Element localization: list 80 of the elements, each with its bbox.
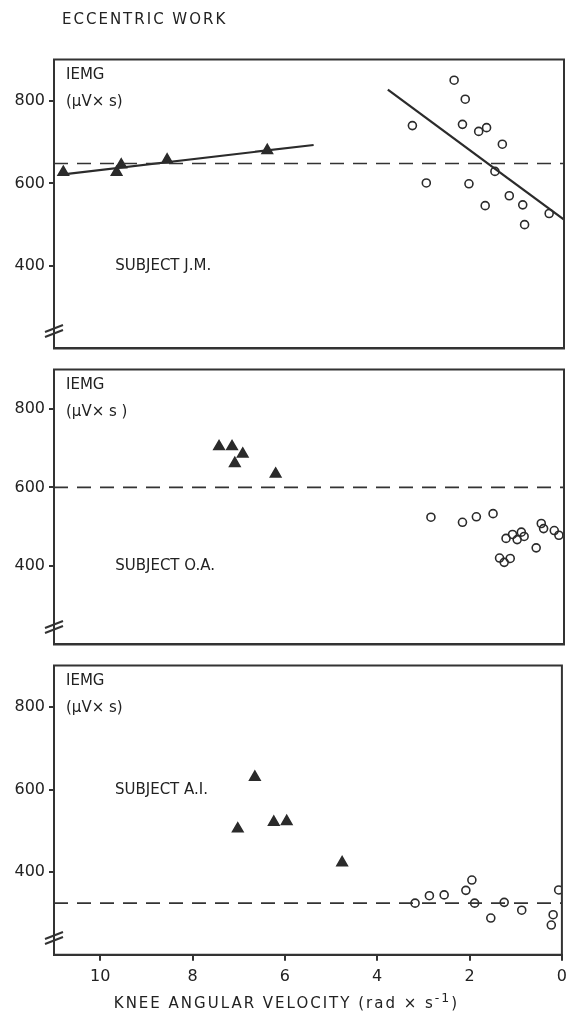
x-axis-title: KNEE ANGULAR VELOCITY (rad × s$^{-1}$) [112,989,461,1013]
x-tick-label: 10 [89,965,111,985]
point [512,534,522,545]
point [481,122,492,133]
y-axis-title: IEMG (µV× s ) [66,374,128,420]
point [499,897,509,908]
point [531,543,541,553]
point [507,529,518,540]
point [546,920,557,930]
x-tick-label: 6 [279,965,290,985]
chart-title: ECCENTRIC WORK [62,10,228,28]
point [517,200,528,210]
point [269,467,282,478]
point [519,219,530,230]
point [426,512,436,523]
point [457,517,468,528]
point [424,890,435,901]
annotation: SUBJECT J.M. [115,255,212,274]
annotation: SUBJECT A.I. [114,779,209,798]
point [228,456,241,468]
point [248,770,261,781]
point [449,75,459,86]
x-tick-label: 4 [372,965,383,985]
point [516,527,527,537]
y-tick-label: 600 [14,476,45,496]
point [536,518,547,529]
y-axis-title: IEMG (µV× s) [66,64,123,110]
point [407,120,418,131]
y-tick-label: 400 [14,555,45,575]
x-tick-label: 0 [556,965,567,985]
point [280,814,293,826]
y-tick-label: 600 [14,172,45,192]
point [460,94,471,105]
point [231,821,244,833]
annotation: SUBJECT O.A. [115,555,216,574]
point [336,855,349,867]
point [501,533,511,544]
point [236,447,249,458]
y-tick-label: 400 [14,255,45,275]
point [519,531,529,542]
point [115,158,128,169]
point [469,898,480,908]
y-tick-label: 800 [14,398,45,418]
y-tick-label: 800 [14,90,45,110]
point [544,208,554,219]
point [488,508,498,519]
point [226,439,239,451]
point [421,178,432,188]
point [549,525,560,536]
y-tick-label: 400 [14,861,45,881]
point [497,139,508,149]
point [486,913,496,923]
x-tick-label: 2 [464,965,475,985]
point [461,885,471,896]
point [439,890,449,900]
point [471,512,482,522]
point [467,875,477,885]
point [538,523,549,534]
y-tick-label: 800 [14,696,45,716]
y-axis-title: IEMG (µV× s) [66,670,123,716]
point [505,553,516,564]
point [213,439,226,451]
point [548,909,558,920]
point [261,143,274,155]
point [457,119,468,130]
point [480,200,490,211]
point [57,165,70,177]
point [494,553,505,563]
y-tick-label: 600 [14,778,45,798]
point [161,153,174,164]
point [504,190,515,201]
point [267,815,280,826]
point [499,557,509,568]
point [464,178,474,189]
x-tick-label: 8 [187,965,198,985]
point [490,166,500,177]
point [410,898,420,908]
point [473,126,484,137]
point [516,905,527,915]
point [554,530,564,541]
